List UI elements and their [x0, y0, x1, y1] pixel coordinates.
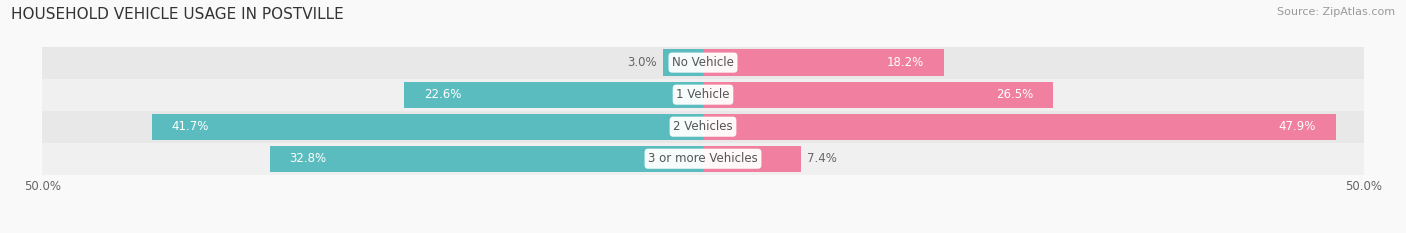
Bar: [42, 111, 1364, 143]
Bar: [152, 113, 703, 140]
Bar: [703, 49, 943, 76]
Bar: [703, 113, 1336, 140]
Text: 2 Vehicles: 2 Vehicles: [673, 120, 733, 133]
Text: 26.5%: 26.5%: [997, 88, 1033, 101]
Text: 1 Vehicle: 1 Vehicle: [676, 88, 730, 101]
Text: HOUSEHOLD VEHICLE USAGE IN POSTVILLE: HOUSEHOLD VEHICLE USAGE IN POSTVILLE: [11, 7, 344, 22]
Bar: [405, 82, 703, 108]
Text: Source: ZipAtlas.com: Source: ZipAtlas.com: [1277, 7, 1395, 17]
Text: 18.2%: 18.2%: [886, 56, 924, 69]
Bar: [664, 49, 703, 76]
Bar: [703, 146, 801, 172]
Bar: [42, 79, 1364, 111]
Text: 3.0%: 3.0%: [627, 56, 657, 69]
Text: 7.4%: 7.4%: [807, 152, 838, 165]
Text: 41.7%: 41.7%: [172, 120, 209, 133]
Bar: [270, 146, 703, 172]
Text: 22.6%: 22.6%: [425, 88, 461, 101]
Text: 47.9%: 47.9%: [1279, 120, 1316, 133]
Text: 3 or more Vehicles: 3 or more Vehicles: [648, 152, 758, 165]
Text: 32.8%: 32.8%: [290, 152, 326, 165]
Text: No Vehicle: No Vehicle: [672, 56, 734, 69]
Bar: [42, 143, 1364, 175]
Bar: [703, 82, 1053, 108]
Bar: [42, 47, 1364, 79]
